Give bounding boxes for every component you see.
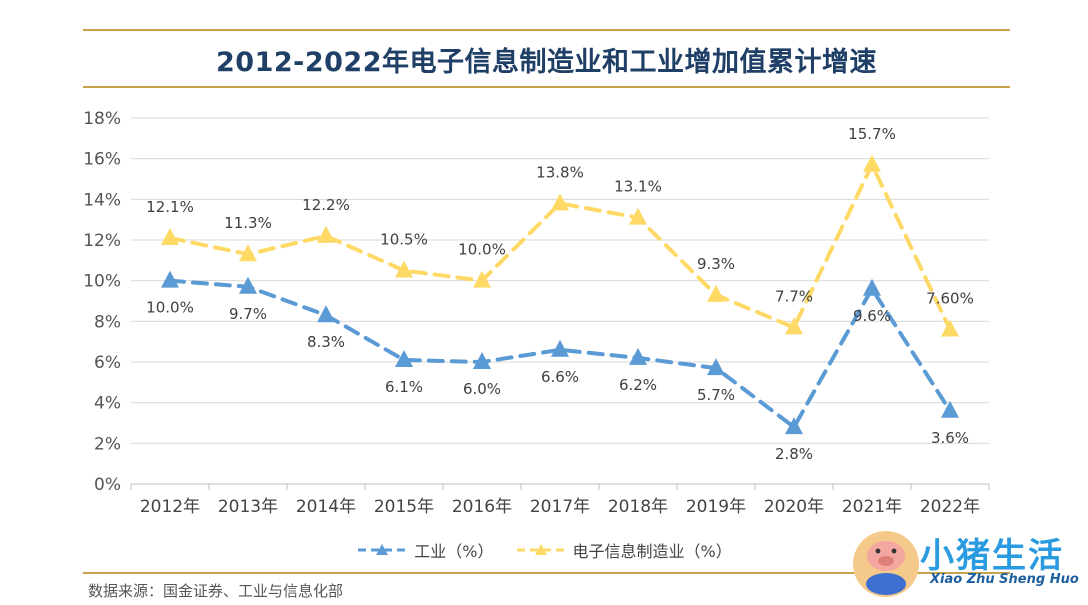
data-point-marker [941, 400, 959, 418]
x-tick-label: 2019年 [686, 497, 746, 517]
x-tick-label: 2012年 [140, 497, 200, 517]
title-rule [83, 86, 1010, 88]
top-rule [83, 29, 1010, 31]
data-point-marker [473, 352, 491, 369]
data-label: 8.3% [307, 333, 345, 351]
series-layer [161, 154, 959, 435]
data-label: 11.3% [224, 214, 272, 232]
data-label: 12.1% [146, 198, 194, 216]
data-label: 6.6% [541, 368, 579, 386]
data-label: 2.8% [775, 445, 813, 463]
x-tick-label: 2022年 [920, 497, 980, 517]
data-label: 9.3% [697, 255, 735, 273]
data-label: 10.0% [458, 241, 506, 259]
x-tick-label: 2020年 [764, 497, 824, 517]
series-line-1 [168, 160, 952, 332]
y-tick-label: 12% [83, 231, 121, 251]
y-tick-label: 14% [83, 190, 121, 210]
line-chart: 0% 2% 4% 6% 8% 10% 12% 14% 16% 18% 2012年 2013年 2014… [83, 109, 990, 517]
x-tick-label: 2015年 [374, 497, 434, 517]
legend-electronics-icon [516, 544, 565, 555]
data-point-marker [785, 317, 803, 335]
data-label: 10.0% [146, 299, 194, 317]
x-tick-label: 2014年 [296, 497, 356, 517]
y-axis-ticks: 0% 2% 4% 6% 8% 10% 12% 14% 16% 18% [83, 109, 121, 495]
data-point-marker [941, 319, 959, 337]
legend: 工业（%） 电子信息制造业（%） [0, 538, 1088, 562]
data-point-marker [161, 227, 179, 245]
data-point-marker [629, 347, 647, 365]
data-point-marker [551, 193, 569, 211]
y-tick-label: 16% [83, 150, 121, 170]
series-line-0 [168, 278, 952, 431]
legend-item-industry[interactable]: 工业（%） [356, 538, 493, 562]
data-point-marker [473, 270, 491, 288]
data-label: 13.8% [536, 163, 584, 181]
legend-electronics-label: 电子信息制造业（%） [572, 542, 732, 561]
data-label: 15.7% [848, 125, 896, 143]
data-label: 3.6% [931, 429, 969, 447]
data-point-marker [239, 244, 257, 262]
data-point-marker [629, 207, 647, 225]
x-tick-label: 2017年 [530, 497, 590, 517]
data-label: 9.6% [853, 307, 891, 325]
y-tick-label: 6% [94, 353, 121, 373]
data-point-marker [785, 417, 803, 435]
data-label: 6.0% [463, 380, 501, 398]
x-axis-ticks: 2012年 2013年 2014年 2015年 2016年 2017年 2018年 2019年… [130, 484, 990, 517]
data-label: 7.60% [926, 289, 974, 307]
y-tick-label: 0% [94, 475, 121, 495]
legend-industry-icon [358, 544, 407, 555]
data-point-marker [863, 278, 881, 296]
data-point-marker [239, 276, 257, 294]
x-tick-label: 2016年 [452, 497, 512, 517]
data-point-marker [317, 225, 335, 243]
data-point-marker [317, 305, 335, 323]
y-tick-label: 10% [83, 272, 121, 292]
data-point-marker [395, 349, 413, 367]
data-point-marker [551, 339, 569, 357]
mascot-pig-icon [853, 531, 919, 597]
data-label: 6.2% [619, 376, 657, 394]
legend-item-electronics[interactable]: 电子信息制造业（%） [515, 538, 732, 562]
bottom-rule [83, 572, 1010, 574]
source-note: 数据来源：国金证券、工业与信息化部 [88, 582, 344, 600]
data-labels: 10.0% 9.7% 8.3% 6.1% 6.0% 6.6% 6.2% 5.7% 2.8% 9.6… [146, 125, 974, 463]
x-tick-label: 2013年 [218, 497, 278, 517]
data-label: 13.1% [614, 178, 662, 196]
data-point-marker [395, 260, 413, 278]
logo-subtext: Xiao Zhu Sheng Huo [930, 572, 1079, 587]
x-tick-label: 2021年 [842, 497, 902, 517]
chart-title: 2012-2022年电子信息制造业和工业增加值累计增速 [216, 47, 877, 78]
data-point-marker [863, 154, 881, 172]
y-tick-label: 8% [94, 312, 121, 332]
data-label: 7.7% [775, 287, 813, 305]
logo-text: 小猪生活 [920, 536, 1064, 576]
y-tick-label: 4% [94, 394, 121, 414]
data-label: 12.2% [302, 196, 350, 214]
data-point-marker [707, 284, 725, 302]
data-label: 5.7% [697, 386, 735, 404]
data-point-marker [707, 358, 725, 376]
data-label: 9.7% [229, 305, 267, 323]
data-label: 6.1% [385, 378, 423, 396]
legend-industry-label: 工业（%） [414, 542, 494, 561]
x-tick-label: 2018年 [608, 497, 668, 517]
data-label: 10.5% [380, 231, 428, 249]
y-tick-label: 2% [94, 434, 121, 454]
y-tick-label: 18% [83, 109, 121, 129]
data-point-marker [161, 270, 179, 288]
